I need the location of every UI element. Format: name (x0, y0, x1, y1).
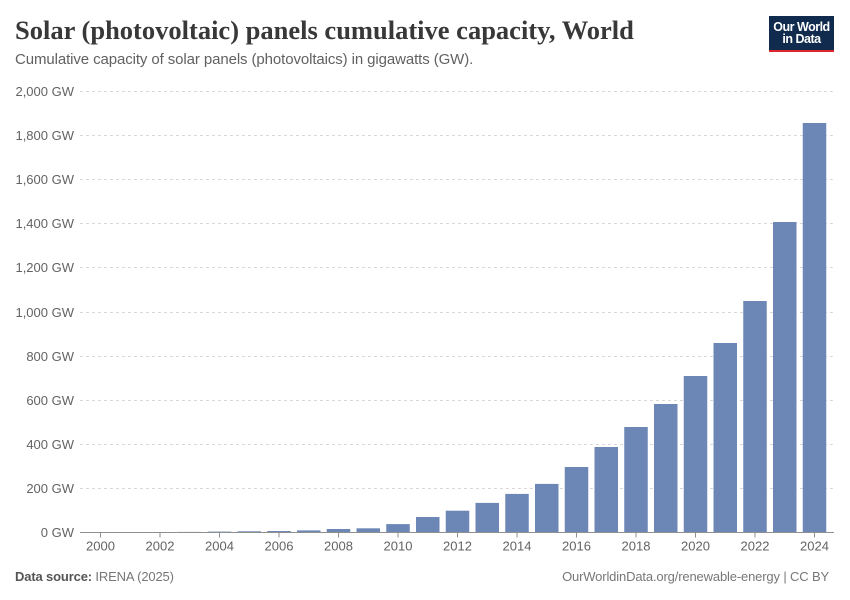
svg-text:1,400 GW: 1,400 GW (15, 216, 74, 231)
svg-text:1,600 GW: 1,600 GW (15, 172, 74, 187)
svg-text:1,000 GW: 1,000 GW (15, 305, 74, 320)
svg-text:1,200 GW: 1,200 GW (15, 260, 74, 275)
svg-text:400 GW: 400 GW (26, 437, 74, 452)
svg-text:2018: 2018 (622, 539, 651, 554)
svg-text:200 GW: 200 GW (26, 481, 74, 496)
svg-text:2006: 2006 (265, 539, 294, 554)
svg-text:2016: 2016 (562, 539, 591, 554)
svg-text:2012: 2012 (443, 539, 472, 554)
svg-text:2008: 2008 (324, 539, 353, 554)
svg-text:800 GW: 800 GW (26, 349, 74, 364)
svg-text:2010: 2010 (384, 539, 413, 554)
svg-text:2022: 2022 (741, 539, 770, 554)
svg-text:2020: 2020 (681, 539, 710, 554)
svg-text:2024: 2024 (800, 539, 829, 554)
svg-text:0 GW: 0 GW (41, 525, 75, 540)
svg-text:2,000 GW: 2,000 GW (15, 84, 74, 99)
svg-text:2000: 2000 (86, 539, 115, 554)
svg-text:2014: 2014 (503, 539, 532, 554)
svg-text:600 GW: 600 GW (26, 393, 74, 408)
svg-text:1,800 GW: 1,800 GW (15, 128, 74, 143)
svg-text:2004: 2004 (205, 539, 234, 554)
svg-text:2002: 2002 (146, 539, 175, 554)
